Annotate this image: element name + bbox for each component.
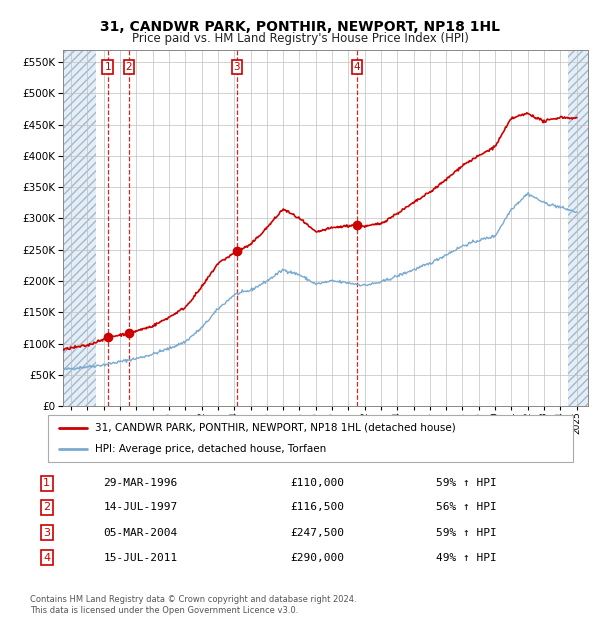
Bar	[568, 50, 588, 406]
Text: This data is licensed under the Open Government Licence v3.0.: This data is licensed under the Open Gov…	[30, 606, 298, 615]
Text: 59% ↑ HPI: 59% ↑ HPI	[436, 528, 496, 538]
Text: 1: 1	[43, 479, 50, 489]
FancyBboxPatch shape	[48, 415, 573, 462]
Text: Contains HM Land Registry data © Crown copyright and database right 2024.: Contains HM Land Registry data © Crown c…	[30, 595, 356, 604]
Text: HPI: Average price, detached house, Torfaen: HPI: Average price, detached house, Torf…	[95, 445, 326, 454]
Text: 2: 2	[125, 62, 132, 72]
Text: 49% ↑ HPI: 49% ↑ HPI	[436, 553, 496, 563]
Text: 05-MAR-2004: 05-MAR-2004	[103, 528, 178, 538]
Text: 14-JUL-1997: 14-JUL-1997	[103, 502, 178, 513]
Text: 31, CANDWR PARK, PONTHIR, NEWPORT, NP18 1HL: 31, CANDWR PARK, PONTHIR, NEWPORT, NP18 …	[100, 20, 500, 34]
Text: £290,000: £290,000	[290, 553, 344, 563]
Text: 59% ↑ HPI: 59% ↑ HPI	[436, 479, 496, 489]
Text: 2: 2	[43, 502, 50, 513]
Text: 56% ↑ HPI: 56% ↑ HPI	[436, 502, 496, 513]
Text: Price paid vs. HM Land Registry's House Price Index (HPI): Price paid vs. HM Land Registry's House …	[131, 32, 469, 45]
Text: 1: 1	[104, 62, 111, 72]
Text: 31, CANDWR PARK, PONTHIR, NEWPORT, NP18 1HL (detached house): 31, CANDWR PARK, PONTHIR, NEWPORT, NP18 …	[95, 423, 456, 433]
Text: 15-JUL-2011: 15-JUL-2011	[103, 553, 178, 563]
Text: 4: 4	[43, 553, 50, 563]
Bar	[63, 50, 95, 406]
Text: £110,000: £110,000	[290, 479, 344, 489]
Text: 4: 4	[354, 62, 361, 72]
Text: 29-MAR-1996: 29-MAR-1996	[103, 479, 178, 489]
Bar	[63, 50, 95, 406]
Text: 3: 3	[233, 62, 240, 72]
Text: 3: 3	[43, 528, 50, 538]
Text: £116,500: £116,500	[290, 502, 344, 513]
Bar	[568, 50, 588, 406]
Text: £247,500: £247,500	[290, 528, 344, 538]
